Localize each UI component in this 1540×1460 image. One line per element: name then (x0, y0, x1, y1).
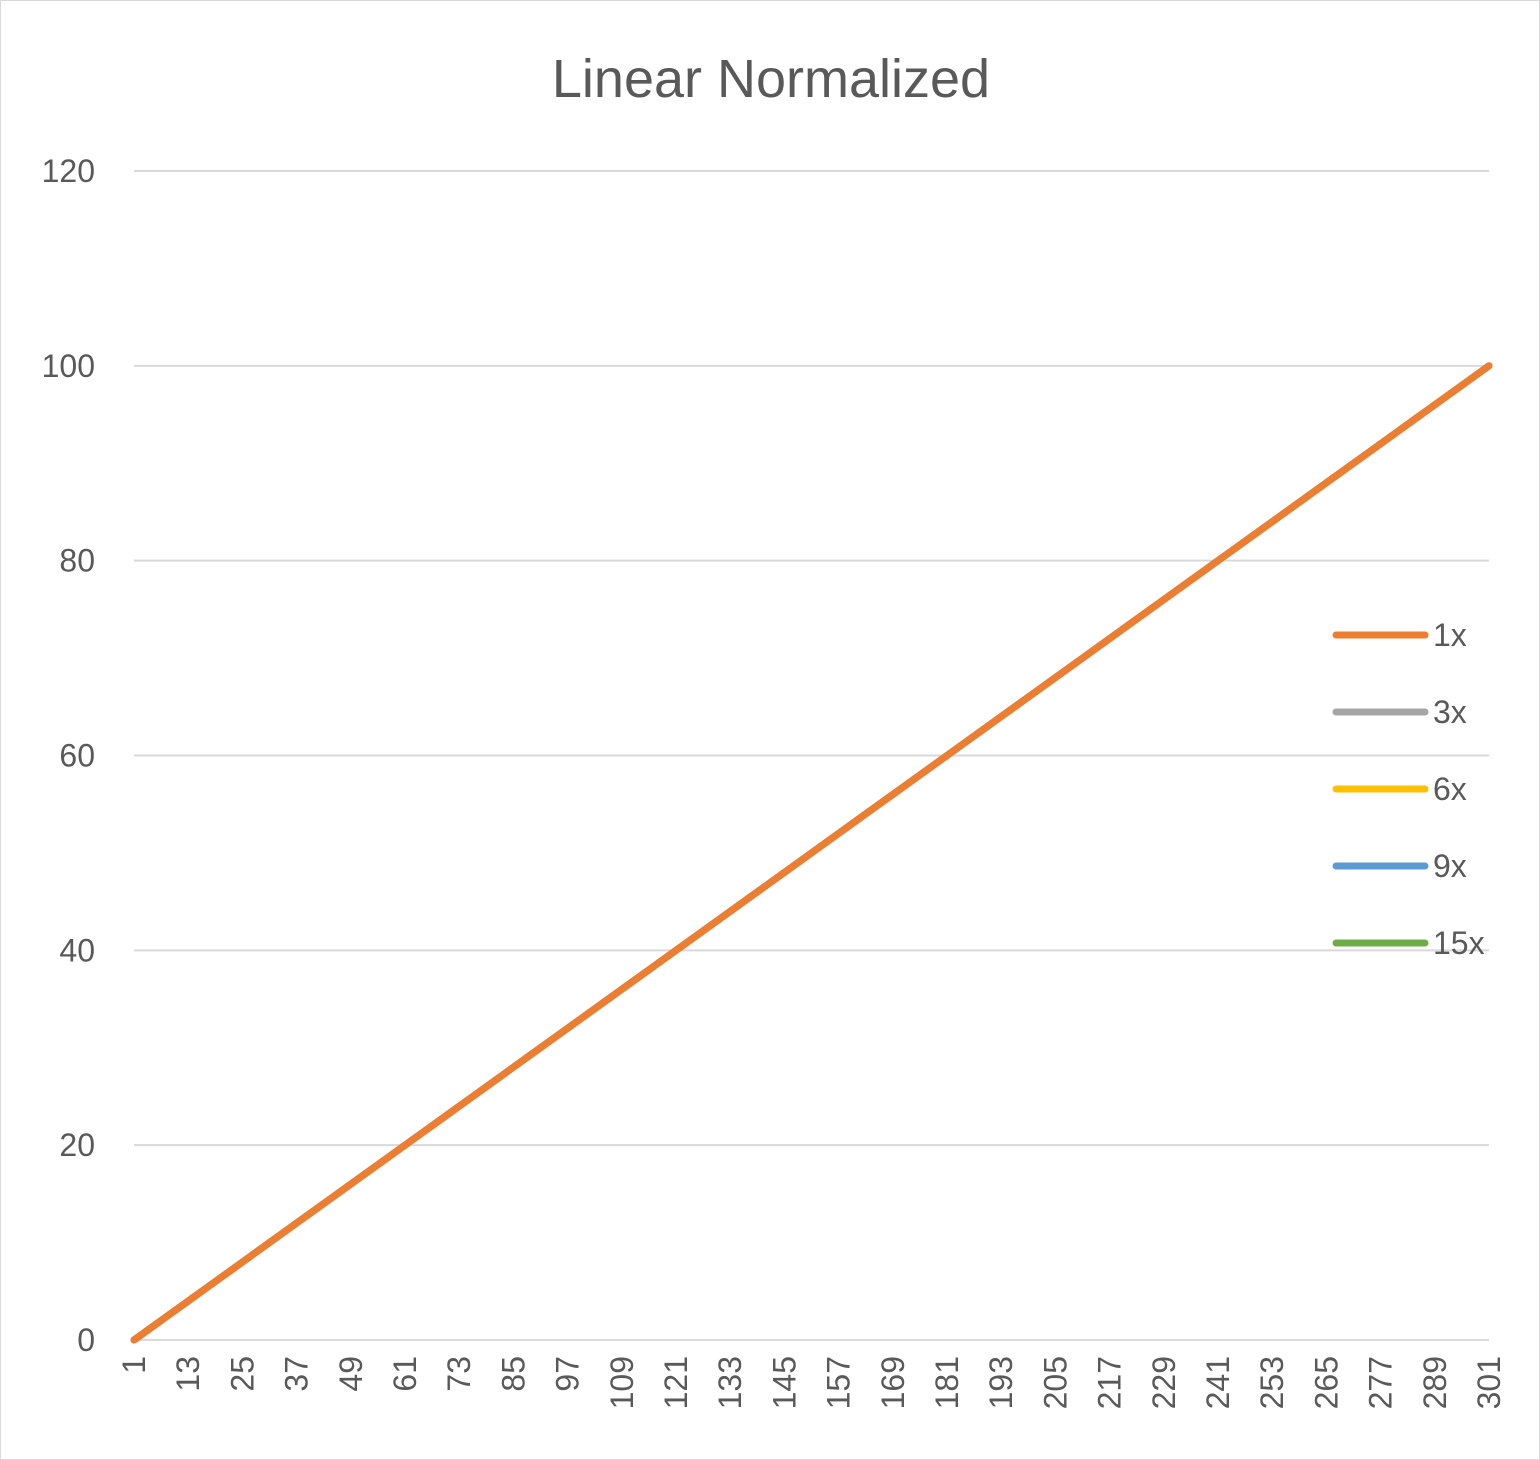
x-tick-label: 229 (1146, 1356, 1182, 1409)
x-axis-ticks: 1 13 25 37 49 61 73 85 97 109 121 133 145 157 169 181 19… (116, 1356, 1507, 1409)
legend-label: 9x (1433, 848, 1467, 884)
x-tick-label: 289 (1417, 1356, 1453, 1409)
x-tick-label: 169 (875, 1356, 911, 1409)
x-tick-label: 145 (766, 1356, 802, 1409)
y-tick-label: 120 (42, 153, 95, 189)
x-tick-label: 253 (1254, 1356, 1290, 1409)
x-tick-label: 97 (550, 1356, 586, 1392)
x-tick-label: 217 (1092, 1356, 1128, 1409)
y-tick-label: 40 (59, 932, 95, 968)
y-tick-label: 0 (77, 1322, 95, 1358)
x-tick-label: 121 (658, 1356, 694, 1409)
x-tick-label: 301 (1471, 1356, 1507, 1409)
x-tick-label: 277 (1363, 1356, 1399, 1409)
y-axis-ticks: 0 20 40 60 80 100 120 (42, 153, 95, 1358)
legend-label: 1x (1433, 617, 1467, 653)
series-lines (130, 362, 1493, 1344)
legend-label: 3x (1433, 694, 1467, 730)
y-tick-label: 80 (59, 543, 95, 579)
x-tick-label: 265 (1308, 1356, 1344, 1409)
legend-label: 6x (1433, 771, 1467, 807)
x-tick-label: 241 (1200, 1356, 1236, 1409)
x-tick-label: 1 (116, 1356, 152, 1374)
chart-title: Linear Normalized (552, 49, 990, 109)
x-tick-label: 85 (495, 1356, 531, 1392)
series-line-1x (130, 362, 1493, 1344)
x-tick-label: 49 (333, 1356, 369, 1392)
legend-label: 15x (1433, 925, 1485, 961)
x-tick-label: 133 (712, 1356, 748, 1409)
x-tick-label: 205 (1037, 1356, 1073, 1409)
x-tick-label: 73 (441, 1356, 477, 1392)
x-tick-label: 109 (604, 1356, 640, 1409)
x-tick-label: 25 (224, 1356, 260, 1392)
y-tick-label: 20 (59, 1127, 95, 1163)
gridlines (134, 170, 1489, 1341)
x-tick-label: 13 (170, 1356, 206, 1392)
x-tick-label: 61 (387, 1356, 423, 1392)
x-tick-label: 37 (279, 1356, 315, 1392)
y-tick-label: 60 (59, 738, 95, 774)
y-tick-label: 100 (42, 348, 95, 384)
x-tick-label: 193 (983, 1356, 1019, 1409)
x-tick-label: 157 (821, 1356, 857, 1409)
x-tick-label: 181 (929, 1356, 965, 1409)
legend: 1x 3x 6x 9x 15x (1332, 617, 1485, 961)
